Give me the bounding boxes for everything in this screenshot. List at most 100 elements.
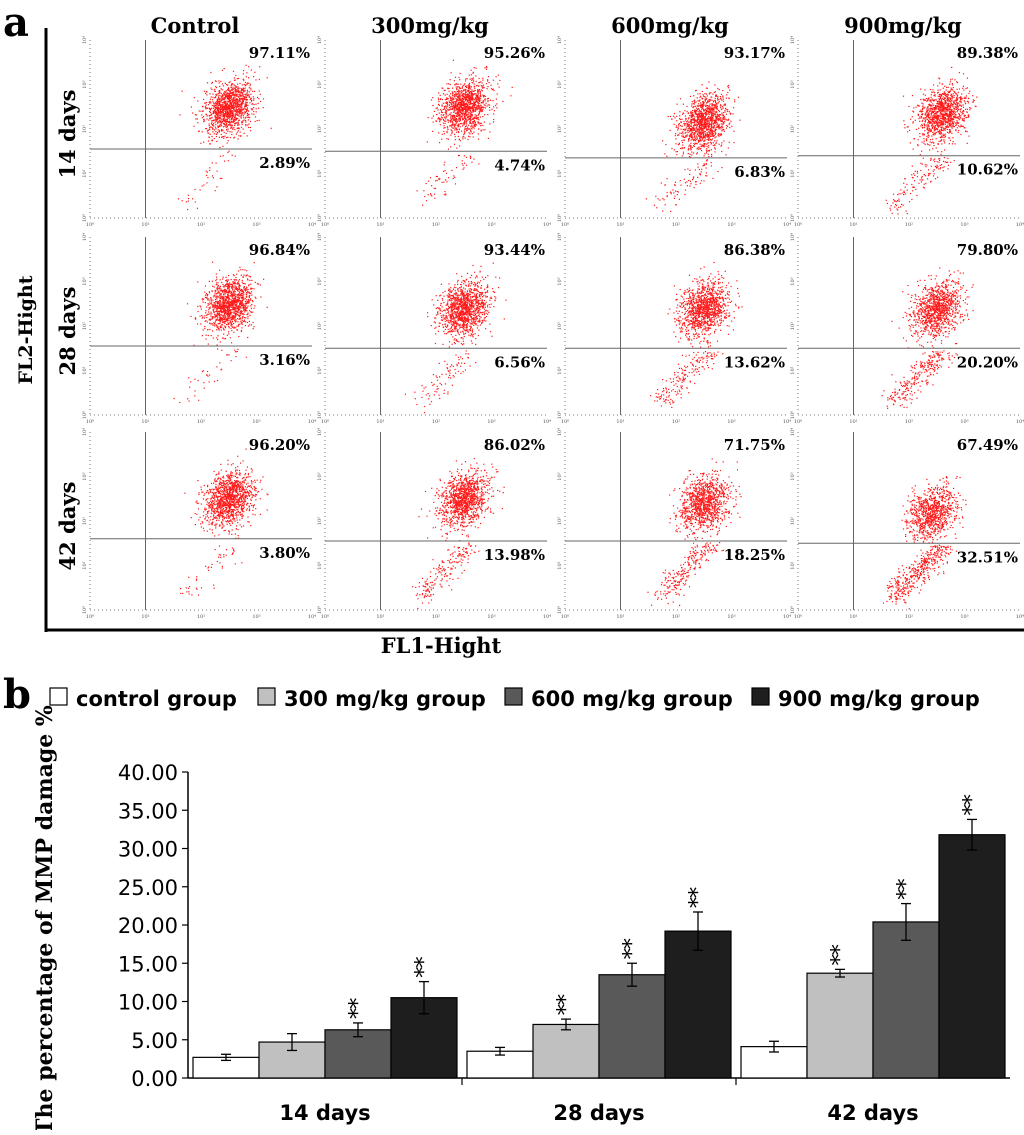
flow-y-tick: 10³ xyxy=(82,277,88,285)
flow-y-tick: 10² xyxy=(82,517,88,525)
flow-plot: 10⁰10⁰10¹10¹10²10²10³10³10⁴10⁴86.02%13.9… xyxy=(317,428,551,620)
lower-percent: 18.25% xyxy=(724,546,785,564)
flow-y-tick: 10³ xyxy=(317,80,323,88)
lower-percent: 13.98% xyxy=(484,546,545,564)
flow-x-tick: 10³ xyxy=(727,614,735,620)
significance-marker: ** xyxy=(686,887,711,908)
significance-marker: ** xyxy=(894,879,919,900)
flow-dots xyxy=(650,262,743,408)
flow-dots xyxy=(405,263,507,414)
flow-x-tick: 10³ xyxy=(487,419,495,425)
flow-plot: 10⁰10⁰10¹10¹10²10²10³10³10⁴10⁴67.49%32.5… xyxy=(790,428,1024,620)
flow-y-tick: 10² xyxy=(317,322,323,330)
column-header: 900mg/kg xyxy=(844,13,962,38)
flow-y-tick: 10¹ xyxy=(317,561,323,569)
lower-percent: 3.80% xyxy=(259,544,310,562)
flow-y-tick: 10⁴ xyxy=(557,36,563,44)
flow-x-tick: 10⁴ xyxy=(1016,419,1024,425)
flow-x-tick: 10¹ xyxy=(376,419,384,425)
flow-y-tick: 10⁴ xyxy=(790,233,796,241)
row-header: 14 days xyxy=(55,90,80,179)
flow-y-tick: 10² xyxy=(82,125,88,133)
lower-percent: 20.20% xyxy=(957,353,1018,371)
flow-x-tick: 10² xyxy=(905,419,913,425)
bar-y-tick: 40.00 xyxy=(118,761,178,785)
flow-x-tick: 10² xyxy=(905,614,913,620)
flow-y-tick: 10² xyxy=(790,322,796,330)
panel-b-label: b xyxy=(3,671,31,718)
flow-y-tick: 10² xyxy=(317,125,323,133)
bar-y-tick: 15.00 xyxy=(118,952,178,976)
flow-y-tick: 10² xyxy=(317,517,323,525)
flow-x-tick: 10³ xyxy=(960,222,968,228)
flow-x-tick: 10² xyxy=(432,614,440,620)
flow-y-tick: 10³ xyxy=(317,277,323,285)
upper-percent: 67.49% xyxy=(957,436,1018,454)
flow-y-tick: 10⁴ xyxy=(317,36,323,44)
bar xyxy=(939,835,1005,1078)
flow-x-tick: 10³ xyxy=(252,614,260,620)
column-header: 300mg/kg xyxy=(371,13,489,38)
bar-y-tick: 20.00 xyxy=(118,914,178,938)
flow-plot: 10⁰10⁰10¹10¹10²10²10³10³10⁴10⁴96.20%3.80… xyxy=(82,428,316,620)
flow-y-tick: 10¹ xyxy=(82,561,88,569)
flow-y-tick: 10³ xyxy=(82,472,88,480)
legend-swatch xyxy=(50,688,67,705)
flow-dots xyxy=(886,67,978,215)
legend-label: 900 mg/kg group xyxy=(778,687,980,711)
significance-marker: ** xyxy=(554,994,579,1015)
flow-y-tick: 10⁰ xyxy=(557,606,563,614)
bar-y-tick: 5.00 xyxy=(131,1029,178,1053)
upper-percent: 95.26% xyxy=(484,44,545,62)
flow-x-tick: 10¹ xyxy=(616,222,624,228)
flow-y-tick: 10³ xyxy=(557,472,563,480)
flow-y-tick: 10⁰ xyxy=(790,606,796,614)
legend-swatch xyxy=(752,688,769,705)
flow-y-tick: 10⁴ xyxy=(82,233,88,241)
upper-percent: 96.84% xyxy=(249,241,310,259)
flow-y-tick: 10⁴ xyxy=(557,233,563,241)
flow-x-tick: 10¹ xyxy=(376,222,384,228)
flow-y-axis-label: FL2-Hight xyxy=(15,275,37,384)
significance-marker: ** xyxy=(960,794,985,815)
bar xyxy=(807,973,873,1078)
column-header: 600mg/kg xyxy=(611,13,729,38)
flow-y-tick: 10¹ xyxy=(790,561,796,569)
flow-x-tick: 10⁴ xyxy=(1016,222,1024,228)
flow-plot: 10⁰10⁰10¹10¹10²10²10³10³10⁴10⁴93.17%6.83… xyxy=(557,36,791,228)
flow-x-tick: 10¹ xyxy=(141,222,149,228)
panel-a-label: a xyxy=(3,0,29,46)
flow-x-tick: 10¹ xyxy=(849,419,857,425)
significance-marker: ** xyxy=(412,957,437,978)
bar-x-tick: 28 days xyxy=(553,1101,644,1125)
flow-y-tick: 10¹ xyxy=(317,366,323,374)
flow-x-tick: 10² xyxy=(432,419,440,425)
flow-y-tick: 10¹ xyxy=(557,169,563,177)
flow-plot: 10⁰10⁰10¹10¹10²10²10³10³10⁴10⁴71.75%18.2… xyxy=(557,428,791,620)
bar-x-tick: 14 days xyxy=(279,1101,370,1125)
flow-x-tick: 10² xyxy=(432,222,440,228)
flow-x-axis-label: FL1-Hight xyxy=(381,633,502,658)
flow-y-tick: 10⁴ xyxy=(317,428,323,436)
flow-dots xyxy=(647,458,741,606)
flow-y-tick: 10³ xyxy=(557,277,563,285)
row-header: 28 days xyxy=(55,287,80,376)
flow-plots: 10⁰10⁰10¹10¹10²10²10³10³10⁴10⁴97.11%2.89… xyxy=(82,36,1024,620)
lower-percent: 32.51% xyxy=(957,548,1018,566)
flow-x-tick: 10³ xyxy=(252,222,260,228)
flow-x-tick: 10³ xyxy=(487,614,495,620)
flow-y-tick: 10² xyxy=(790,517,796,525)
flow-x-tick: 10¹ xyxy=(849,222,857,228)
upper-percent: 93.17% xyxy=(724,44,785,62)
legend-label: 600 mg/kg group xyxy=(531,687,733,711)
flow-dots xyxy=(883,476,967,609)
flow-dots xyxy=(417,60,513,206)
bar-y-axis-label: The percentage of MMP damage % xyxy=(32,705,58,1130)
flow-x-tick: 10² xyxy=(672,222,680,228)
flow-dots xyxy=(882,267,974,409)
upper-percent: 97.11% xyxy=(249,44,310,62)
